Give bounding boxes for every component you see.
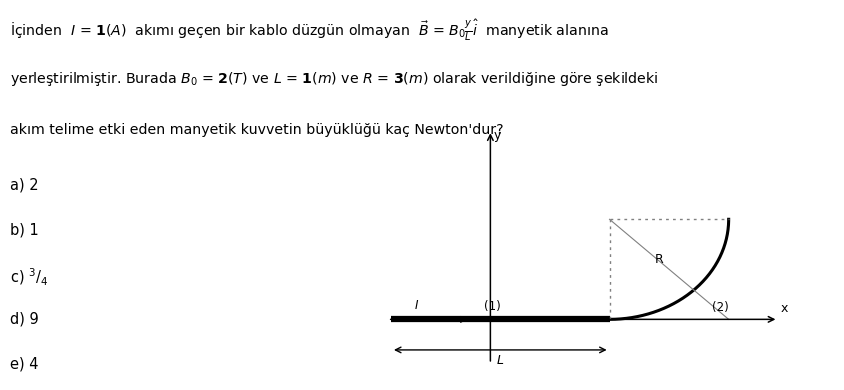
Text: akım telime etki eden manyetik kuvvetin büyüklüğü kaç Newton'dur?: akım telime etki eden manyetik kuvvetin … <box>10 123 503 137</box>
Text: d) 9: d) 9 <box>10 312 39 327</box>
Text: İçinden  $I$ = $\mathbf{1}$($A$)  akımı geçen bir kablo düzgün olmayan  $\vec{B}: İçinden $I$ = $\mathbf{1}$($A$) akımı ge… <box>10 18 608 43</box>
Text: e) 4: e) 4 <box>10 357 39 372</box>
Text: a) 2: a) 2 <box>10 177 39 192</box>
Text: b) 1: b) 1 <box>10 222 39 237</box>
Text: (1): (1) <box>483 300 500 313</box>
Text: x: x <box>779 303 787 316</box>
Text: R: R <box>654 253 663 266</box>
Text: (2): (2) <box>711 301 728 314</box>
Text: L: L <box>496 355 503 367</box>
Text: c) $^3/_4$: c) $^3/_4$ <box>10 267 49 288</box>
Text: I: I <box>414 299 417 312</box>
Text: y: y <box>493 129 500 142</box>
Text: yerleştirilmiştir. Burada $B_0$ = $\mathbf{2}$($T$) ve $L$ = $\mathbf{1}$($m$) v: yerleştirilmiştir. Burada $B_0$ = $\math… <box>10 70 657 88</box>
